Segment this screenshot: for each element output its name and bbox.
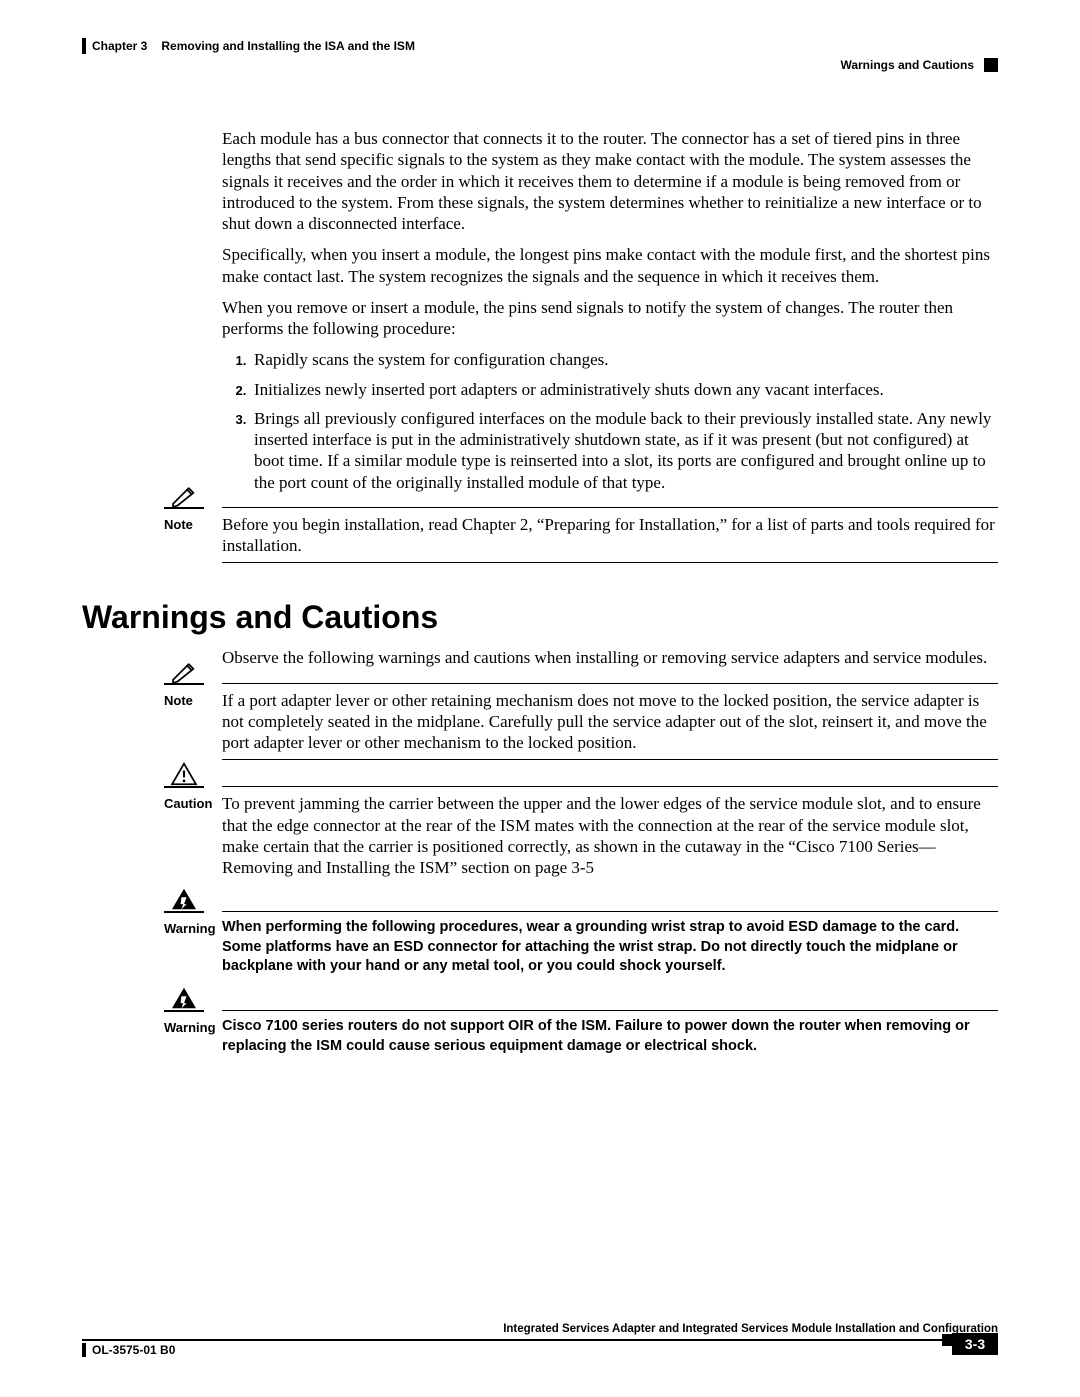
header-sub: Warnings and Cautions (82, 58, 998, 72)
para-2: Specifically, when you insert a module, … (222, 244, 998, 287)
step-1: Rapidly scans the system for configurati… (250, 349, 998, 370)
main-content: Each module has a bus connector that con… (222, 128, 998, 1063)
header-top: Chapter 3 Removing and Installing the IS… (82, 38, 998, 54)
chapter-label: Chapter 3 (92, 39, 147, 53)
para-3: When you remove or insert a module, the … (222, 297, 998, 340)
para-1: Each module has a bus connector that con… (222, 128, 998, 234)
section-heading: Warnings and Cautions (82, 597, 998, 637)
pencil-icon (168, 483, 200, 507)
note-block-2: Note If a port adapter lever or other re… (82, 683, 998, 761)
note-text: If a port adapter lever or other retaini… (222, 690, 998, 754)
section-title: Warnings and Cautions (840, 58, 974, 72)
note-label: Note (164, 517, 193, 533)
footer: Integrated Services Adapter and Integrat… (82, 1323, 998, 1357)
para-4: Observe the following warnings and cauti… (222, 647, 998, 668)
warning-text: Cisco 7100 series routers do not support… (222, 1017, 998, 1056)
step-2: Initializes newly inserted port adapters… (250, 379, 998, 400)
warning-block-2: Warning Cisco 7100 series routers do not… (82, 1010, 998, 1063)
warning-block-1: Warning When performing the following pr… (82, 911, 998, 984)
caution-text: To prevent jamming the carrier between t… (222, 793, 998, 878)
pencil-icon (168, 659, 200, 683)
caution-block: Caution To prevent jamming the carrier b… (82, 786, 998, 885)
footer-book-title: Integrated Services Adapter and Integrat… (82, 1323, 998, 1335)
footer-doc-id: OL-3575-01 B0 (82, 1343, 175, 1357)
note-text: Before you begin installation, read Chap… (222, 514, 998, 557)
warning-text: When performing the following procedures… (222, 918, 998, 977)
caution-icon (168, 762, 200, 786)
note-block-1: Note Before you begin installation, read… (82, 507, 998, 564)
footer-page-number: 3-3 (952, 1333, 998, 1355)
warning-label: Warning (164, 921, 216, 937)
note-label: Note (164, 693, 193, 709)
warning-label: Warning (164, 1020, 216, 1036)
chapter-title: Removing and Installing the ISA and the … (161, 39, 415, 53)
step-3: Brings all previously configured interfa… (250, 408, 998, 493)
caution-label: Caution (164, 796, 212, 812)
warning-icon (168, 887, 200, 911)
procedure-list: Rapidly scans the system for configurati… (222, 349, 998, 493)
warning-icon (168, 986, 200, 1010)
